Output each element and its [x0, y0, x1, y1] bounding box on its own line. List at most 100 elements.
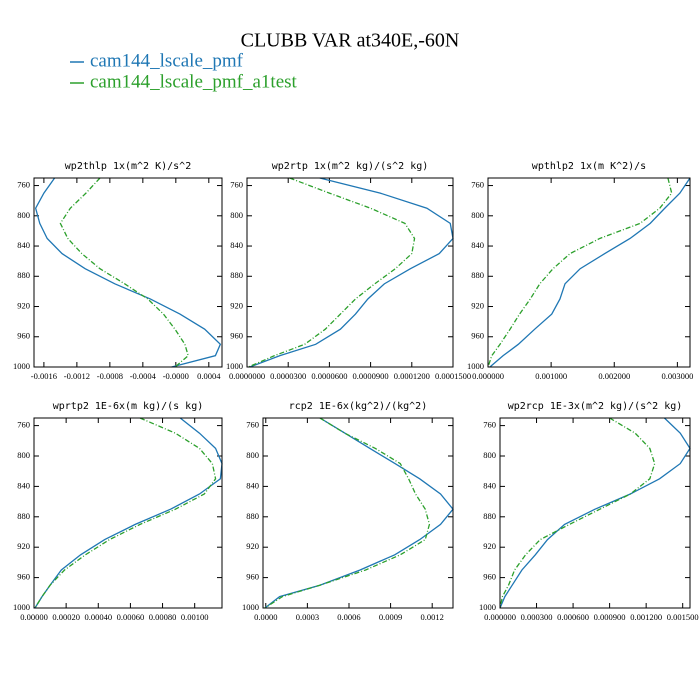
y-tick-label: 960 — [17, 572, 30, 582]
y-tick-label: 920 — [230, 300, 243, 310]
x-tick-label: -0.0012 — [64, 371, 90, 381]
y-tick-label: 960 — [483, 572, 496, 582]
x-tick-label: 0.001000 — [535, 371, 567, 381]
x-tick-label: 0.0000600 — [311, 371, 347, 381]
plot-frame — [262, 417, 454, 609]
series-line — [59, 177, 189, 368]
x-tick-label: 0.002000 — [598, 371, 630, 381]
y-tick-label: 840 — [483, 480, 496, 490]
plot-frame — [33, 417, 223, 609]
y-tick-label: 1000 — [13, 602, 30, 612]
legend-label: cam144_lscale_pmf_a1test — [90, 71, 298, 92]
y-tick-label: 760 — [471, 180, 484, 190]
x-tick-label: 0.0004 — [197, 371, 221, 381]
y-tick-label: 960 — [230, 331, 243, 341]
y-tick-label: 800 — [230, 210, 243, 220]
x-tick-label: 0.00100 — [181, 612, 209, 622]
plot-frame — [33, 177, 223, 368]
y-tick-label: 880 — [17, 511, 30, 521]
y-tick-label: 760 — [17, 180, 30, 190]
x-tick-label: -0.0008 — [97, 371, 123, 381]
x-tick-label: 0.000900 — [594, 612, 626, 622]
series-line — [248, 177, 416, 368]
plot-frame — [499, 417, 691, 609]
series-line — [264, 417, 431, 609]
series-line — [489, 177, 691, 368]
y-tick-label: 880 — [17, 270, 30, 280]
panel-title: rcp2 1E-6x(kg^2)/(kg^2) — [289, 401, 427, 412]
y-tick-label: 1000 — [479, 602, 496, 612]
x-tick-label: 0.00080 — [149, 612, 177, 622]
y-tick-label: 920 — [471, 300, 484, 310]
plot-frame — [246, 177, 454, 368]
x-tick-label: 0.000000 — [472, 371, 504, 381]
y-tick-label: 800 — [483, 450, 496, 460]
series-line — [34, 417, 217, 609]
y-tick-label: 880 — [230, 270, 243, 280]
x-tick-label: 0.003000 — [661, 371, 693, 381]
y-tick-label: 1000 — [242, 602, 259, 612]
figure-title: CLUBB VAR at340E,-60N — [241, 30, 460, 52]
x-tick-label: 0.001500 — [667, 612, 699, 622]
y-tick-label: 1000 — [13, 361, 30, 371]
panel-title: wprtp2 1E-6x(m kg)/(s kg) — [53, 401, 204, 412]
y-tick-label: 840 — [17, 480, 30, 490]
y-tick-label: 1000 — [467, 361, 484, 371]
y-tick-label: 840 — [17, 240, 30, 250]
x-tick-label: 0.0006 — [337, 612, 360, 622]
x-tick-label: 0.000300 — [521, 612, 553, 622]
x-tick-label: 0.0000300 — [270, 371, 306, 381]
x-tick-label: 0.000600 — [557, 612, 589, 622]
series-line — [499, 417, 656, 609]
y-tick-label: 880 — [471, 270, 484, 280]
y-tick-label: 760 — [246, 420, 259, 430]
x-tick-label: 0.00060 — [117, 612, 145, 622]
panel-title: wp2rtp 1x(m^2 kg)/(s^2 kg) — [272, 161, 429, 172]
y-tick-label: 920 — [17, 541, 30, 551]
y-tick-label: 880 — [246, 511, 259, 521]
x-tick-label: 0.0000 — [254, 612, 277, 622]
x-tick-label: 0.0003 — [296, 612, 319, 622]
x-tick-label: 0.00020 — [52, 612, 80, 622]
x-tick-label: 0.0001500 — [435, 371, 471, 381]
y-tick-label: 800 — [17, 450, 30, 460]
y-tick-label: 920 — [246, 541, 259, 551]
x-tick-label: 0.0000000 — [229, 371, 265, 381]
x-tick-label: 0.000000 — [484, 612, 516, 622]
y-tick-label: 840 — [471, 240, 484, 250]
series-line — [34, 177, 222, 368]
y-tick-label: 960 — [17, 331, 30, 341]
series-line — [487, 177, 673, 368]
x-tick-label: 0.00000 — [20, 612, 48, 622]
y-tick-label: 840 — [230, 240, 243, 250]
x-tick-label: 0.00040 — [84, 612, 112, 622]
y-tick-label: 760 — [17, 420, 30, 430]
y-tick-label: 800 — [17, 210, 30, 220]
panel-title: wpthlp2 1x(m K^2)/s — [532, 161, 646, 172]
x-tick-label: -0.0004 — [130, 371, 157, 381]
x-tick-label: 0.0012 — [421, 612, 444, 622]
y-tick-label: 960 — [246, 572, 259, 582]
y-tick-label: 880 — [483, 511, 496, 521]
panel-title: wp2rcp 1E-3x(m^2 kg)/(s^2 kg) — [508, 401, 683, 412]
y-tick-label: 960 — [471, 331, 484, 341]
x-tick-label: 0.0001200 — [394, 371, 430, 381]
x-tick-label: -0.0000 — [163, 371, 189, 381]
y-tick-label: 1000 — [226, 361, 243, 371]
series-line — [249, 177, 454, 368]
x-tick-label: 0.0009 — [379, 612, 402, 622]
x-tick-label: 0.0000900 — [353, 371, 389, 381]
y-tick-label: 760 — [230, 180, 243, 190]
y-tick-label: 920 — [483, 541, 496, 551]
y-tick-label: 800 — [471, 210, 484, 220]
series-line — [34, 417, 223, 609]
y-tick-label: 800 — [246, 450, 259, 460]
panel-title: wp2thlp 1x(m^2 K)/s^2 — [65, 161, 191, 172]
legend-label: cam144_lscale_pmf — [90, 50, 244, 71]
y-tick-label: 760 — [483, 420, 496, 430]
y-tick-label: 840 — [246, 480, 259, 490]
x-tick-label: 0.001200 — [630, 612, 662, 622]
x-tick-label: -0.0016 — [31, 371, 57, 381]
y-tick-label: 920 — [17, 300, 30, 310]
